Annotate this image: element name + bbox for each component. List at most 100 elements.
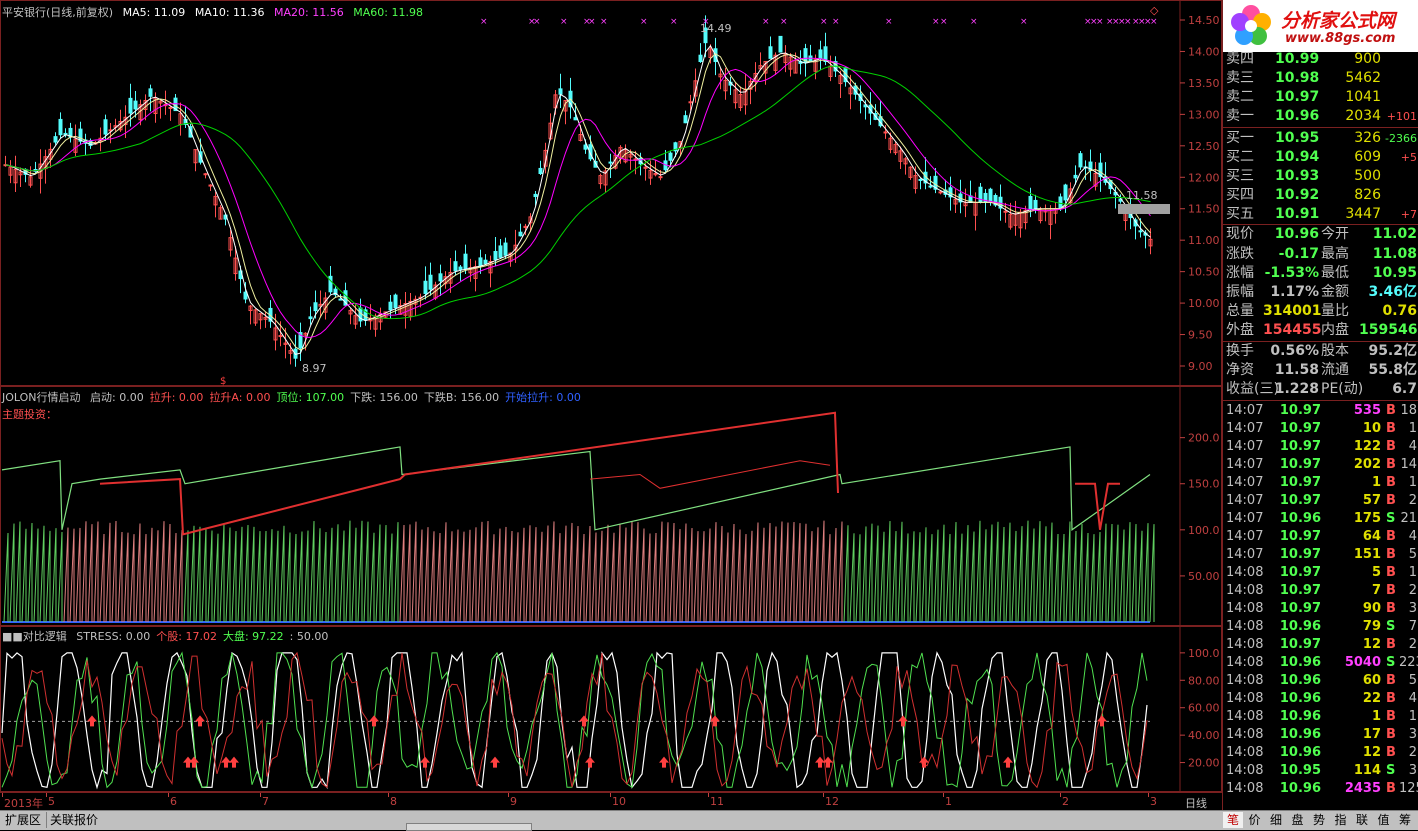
indicator-value-label: 开始拉升: 0.00 bbox=[505, 391, 581, 404]
tick-row[interactable]: 14:08 10.97 5 B 1 bbox=[1223, 564, 1418, 582]
tick-volume: 12 bbox=[1362, 637, 1381, 652]
tick-row[interactable]: 14:08 10.96 2435 B125 bbox=[1223, 780, 1418, 798]
tick-row[interactable]: 14:07 10.97 535 B 18 bbox=[1223, 402, 1418, 420]
buy-row[interactable]: 买五 10.91 3447 +7 bbox=[1223, 205, 1418, 224]
candle-body bbox=[543, 149, 548, 167]
tick-time: 14:07 bbox=[1226, 529, 1264, 544]
buy-row[interactable]: 买四 10.92 826 bbox=[1223, 186, 1418, 205]
tick-row[interactable]: 14:08 10.97 90 B 3 bbox=[1223, 600, 1418, 618]
ind1-bar bbox=[729, 524, 735, 623]
horizontal-scrollbar[interactable] bbox=[406, 823, 532, 831]
signal-x-mark: × bbox=[970, 17, 978, 27]
tick-row[interactable]: 14:07 10.97 10 B 1 bbox=[1223, 420, 1418, 438]
sell-row[interactable]: 卖一 10.96 2034 +101 bbox=[1223, 107, 1418, 126]
right-tab-0[interactable]: 笔 bbox=[1223, 812, 1243, 828]
ind1-bar bbox=[837, 521, 843, 623]
ind1-bar bbox=[1053, 533, 1059, 623]
tick-row[interactable]: 14:08 10.97 7 B 2 bbox=[1223, 582, 1418, 600]
bottom-tab-0[interactable]: 扩展区 bbox=[5, 813, 42, 827]
tick-row[interactable]: 14:08 10.96 1 B 1 bbox=[1223, 708, 1418, 726]
ind1-bar bbox=[939, 524, 945, 623]
signal-x-mark: × bbox=[528, 17, 536, 27]
tick-row[interactable]: 14:07 10.97 202 B 14 bbox=[1223, 456, 1418, 474]
signal-x-mark: × bbox=[885, 17, 893, 27]
candle-body bbox=[1098, 162, 1103, 178]
tick-volume: 114 bbox=[1353, 763, 1381, 778]
candle-body bbox=[478, 257, 483, 267]
ma20-line bbox=[5, 57, 1151, 338]
tick-count: 3 bbox=[1408, 763, 1417, 778]
candle-body bbox=[263, 316, 268, 320]
tick-row[interactable]: 14:08 10.96 22 B 4 bbox=[1223, 690, 1418, 708]
date-label: 6 bbox=[170, 795, 177, 808]
date-tick bbox=[260, 793, 261, 797]
indicator1-title: JOLON行情启动 启动: 0.00 拉升: 0.00 拉升A: 0.00 顶位: 1… bbox=[2, 389, 587, 405]
candle-body bbox=[583, 144, 588, 150]
sell-row[interactable]: 卖四 10.99 900 bbox=[1223, 50, 1418, 69]
buy-row[interactable]: 买二 10.94 609 +5 bbox=[1223, 148, 1418, 167]
signal-x-mark: × bbox=[1106, 17, 1114, 27]
tick-row[interactable]: 14:08 10.96 79 S 7 bbox=[1223, 618, 1418, 636]
candle-body bbox=[693, 80, 698, 97]
stat-value: 0.76 bbox=[1382, 303, 1417, 319]
up-arrow-icon bbox=[195, 715, 205, 727]
tick-row[interactable]: 14:08 10.96 60 B 5 bbox=[1223, 672, 1418, 690]
tick-row[interactable]: 14:07 10.97 151 B 5 bbox=[1223, 546, 1418, 564]
buy-row-label: 买三 bbox=[1226, 168, 1254, 184]
price-ytick-label: 10.50 bbox=[1188, 266, 1220, 279]
ind1-bar bbox=[1113, 524, 1119, 623]
tick-volume: 5 bbox=[1371, 565, 1381, 580]
right-tab-8[interactable]: 筹 bbox=[1398, 813, 1411, 827]
candle-body bbox=[813, 59, 818, 72]
ma5-line bbox=[5, 44, 1151, 355]
right-tab-5[interactable]: 指 bbox=[1334, 813, 1347, 827]
right-tab-2[interactable]: 细 bbox=[1269, 813, 1282, 827]
sell-row[interactable]: 卖三 10.98 5462 bbox=[1223, 69, 1418, 88]
tick-row[interactable]: 14:08 10.95 114 S 3 bbox=[1223, 762, 1418, 780]
ind1-bar bbox=[873, 525, 879, 623]
candle-body bbox=[703, 27, 708, 44]
tick-side: B bbox=[1386, 673, 1396, 688]
sell-row[interactable]: 卖二 10.97 1041 bbox=[1223, 88, 1418, 107]
right-tab-1[interactable]: 价 bbox=[1248, 813, 1261, 827]
logo: 分析家公式网 www.88gs.com bbox=[1223, 0, 1418, 52]
right-tab-3[interactable]: 盘 bbox=[1291, 813, 1304, 827]
tick-row[interactable]: 14:08 10.96 12 B 2 bbox=[1223, 744, 1418, 762]
ind1-bar bbox=[981, 529, 987, 623]
tick-row[interactable]: 14:07 10.97 1 B 1 bbox=[1223, 474, 1418, 492]
ind1-bar bbox=[315, 528, 321, 623]
right-tab-7[interactable]: 值 bbox=[1377, 813, 1390, 827]
candle-body bbox=[248, 305, 253, 312]
bottom-tab-1[interactable]: 关联报价 bbox=[46, 812, 101, 828]
up-arrow-icon bbox=[369, 715, 379, 727]
period-label: 日线 bbox=[1185, 797, 1207, 810]
tick-count: 2 bbox=[1408, 745, 1417, 760]
ind1-bar bbox=[615, 524, 621, 623]
chart-area[interactable]: 14.50 14.00 13.50 13.00 12.50 12.00 11.50 11.00… bbox=[0, 0, 1222, 810]
tick-row[interactable]: 14:08 10.97 12 B 2 bbox=[1223, 636, 1418, 654]
buy-row-volume: 609 bbox=[1354, 149, 1381, 165]
chart-canvas[interactable]: 14.50 14.00 13.50 13.00 12.50 12.00 11.50 11.00… bbox=[0, 0, 1222, 792]
candle-body bbox=[938, 191, 943, 194]
date-axis: 2013年 5 6 7 8 9 10 11 12 1 2 3 日线 bbox=[0, 792, 1222, 811]
ind1-bar bbox=[537, 531, 543, 623]
buy-row[interactable]: 买一 10.95 326 -2366 bbox=[1223, 129, 1418, 148]
stat-value: -1.53% bbox=[1264, 265, 1319, 281]
ind1-bar bbox=[771, 526, 777, 623]
ind1-bar bbox=[471, 527, 477, 623]
ind1-bar bbox=[519, 527, 525, 623]
tick-row[interactable]: 14:07 10.97 122 B 4 bbox=[1223, 438, 1418, 456]
tick-row[interactable]: 14:07 10.96 175 S 21 bbox=[1223, 510, 1418, 528]
tick-row[interactable]: 14:07 10.97 57 B 2 bbox=[1223, 492, 1418, 510]
tick-row[interactable]: 14:08 10.96 5040 S223 bbox=[1223, 654, 1418, 672]
ind1-bar bbox=[891, 531, 897, 623]
ind1-bar bbox=[849, 533, 855, 623]
book-separator bbox=[1223, 127, 1418, 128]
right-tab-6[interactable]: 联 bbox=[1355, 813, 1368, 827]
tick-row[interactable]: 14:07 10.97 64 B 4 bbox=[1223, 528, 1418, 546]
tick-row[interactable]: 14:08 10.96 17 B 3 bbox=[1223, 726, 1418, 744]
ind1-bar bbox=[783, 522, 789, 623]
buy-row[interactable]: 买三 10.93 500 bbox=[1223, 167, 1418, 186]
right-tab-4[interactable]: 势 bbox=[1312, 813, 1325, 827]
tick-side: S bbox=[1386, 763, 1396, 778]
